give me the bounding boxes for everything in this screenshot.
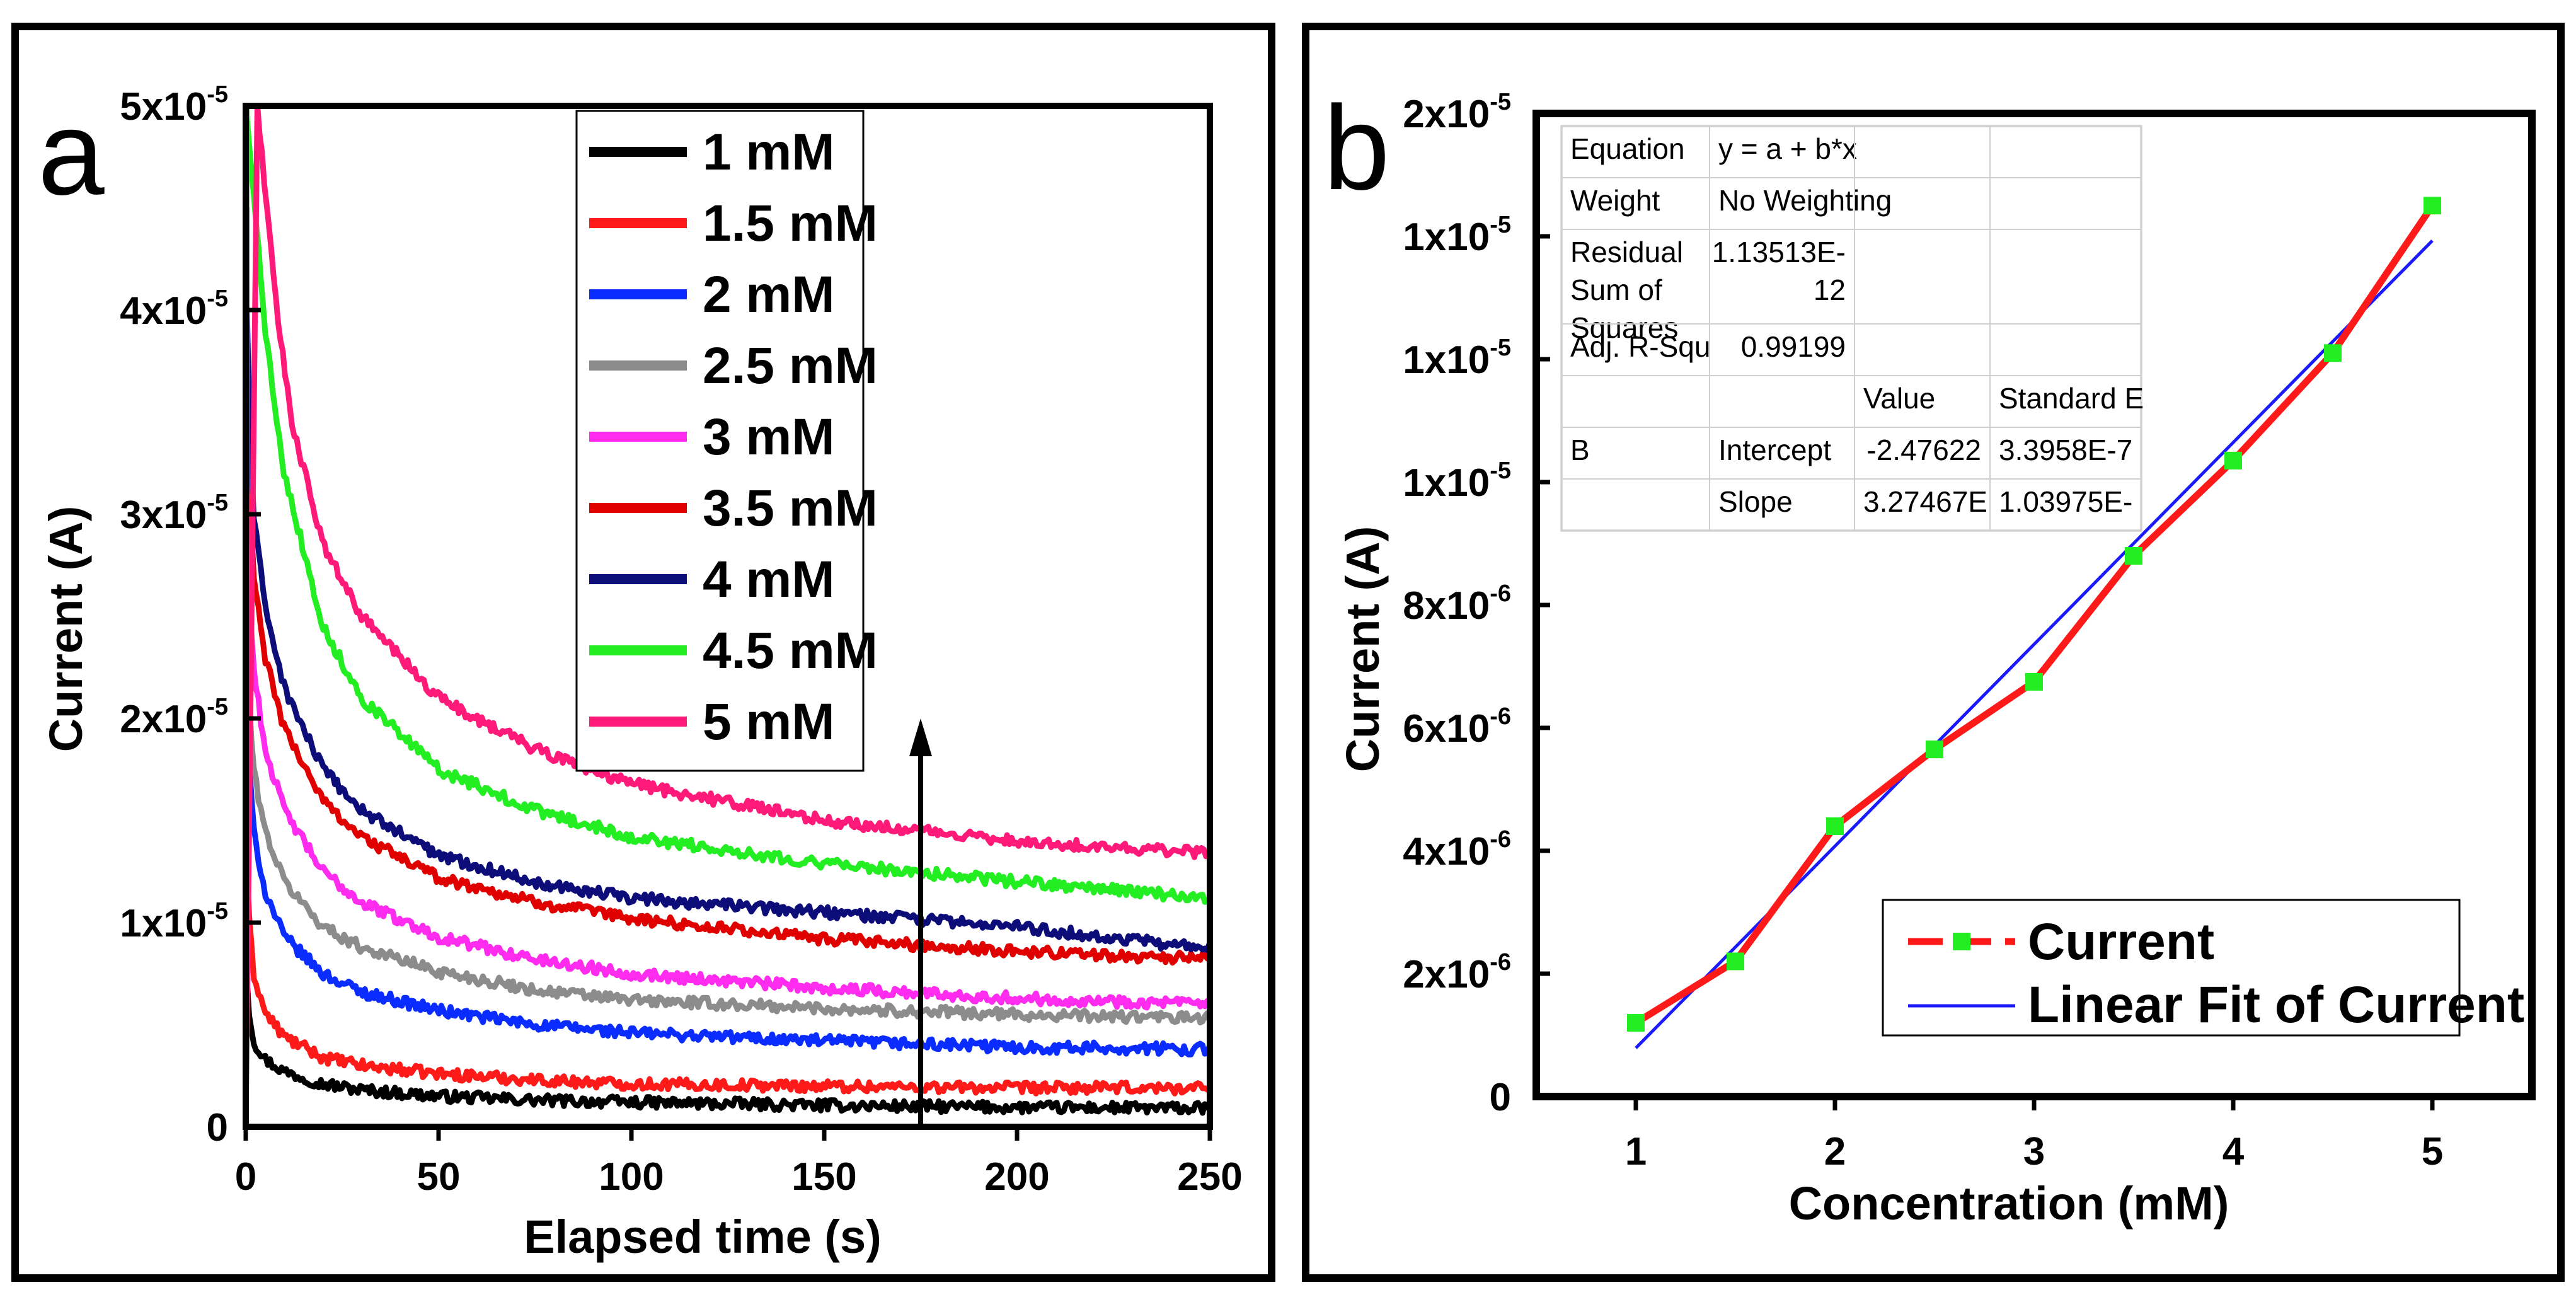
legend-label: 5 mM	[703, 693, 835, 751]
current-point	[2224, 451, 2242, 470]
series-line-5-mm	[246, 106, 1210, 1127]
y-tick-label: 1x10-5	[1403, 212, 1511, 259]
y-tick-label: 1x10-5	[1403, 335, 1511, 382]
current-point	[1926, 740, 1943, 759]
series-line-1-5-mm	[246, 803, 1210, 1127]
series-line-1-mm	[246, 940, 1210, 1127]
y-tick-label: 4x10-5	[120, 285, 228, 333]
series-line-3-mm	[246, 429, 1210, 1127]
x-tick-label: 50	[417, 1155, 461, 1199]
fit-table-text: Adj. R-Squ	[1570, 330, 1710, 363]
series-line-2-5-mm	[246, 582, 1210, 1127]
y-tick-label: 2x10-6	[1403, 949, 1511, 996]
current-point	[2125, 547, 2142, 565]
panel-a: a 0 1x10-5 2x10-5 3x10-5 4x10-5 5x10-5 0 50 100 1…	[11, 23, 1275, 1282]
series-line-2-mm	[246, 633, 1210, 1127]
current-point	[2025, 672, 2043, 691]
fit-table-text: B	[1570, 434, 1590, 466]
fit-table-text: Weight	[1570, 184, 1660, 217]
fit-table-text: -2.47622	[1866, 434, 1981, 466]
y-tick-label: 8x10-6	[1403, 580, 1511, 628]
x-tick-label: 1	[1625, 1130, 1647, 1173]
x-tick-label: 4	[2222, 1130, 2245, 1173]
fit-table-text: Squares	[1570, 311, 1678, 344]
current-point	[2324, 344, 2342, 362]
fit-table-text: Standard E	[1999, 382, 2144, 415]
x-axis-title: Elapsed time (s)	[524, 1211, 882, 1263]
y-tick-label: 2x10-5	[1403, 89, 1511, 136]
y-tick-label: 6x10-6	[1403, 703, 1511, 751]
y-tick-label: 0	[207, 1106, 228, 1149]
y-tick-label: 0	[1490, 1076, 1511, 1119]
current-point	[1727, 952, 1744, 971]
x-axis-title: Concentration (mM)	[1789, 1177, 2229, 1230]
panel-label-a: a	[38, 86, 105, 220]
series-group-a	[246, 106, 1210, 1127]
series-line-4-mm	[246, 205, 1210, 1127]
panel-b: b 0 2x10-6 4x10-6 6x10-6 8x10-6 1x10-5 1x10-5 1…	[1302, 23, 2565, 1282]
legend-label: 3 mM	[703, 408, 835, 466]
fit-table-text: Value	[1863, 382, 1935, 415]
x-tick-label: 3	[2023, 1130, 2045, 1173]
current-point	[1826, 817, 1844, 835]
x-tick-label: 200	[984, 1155, 1049, 1199]
fit-table-text: 3.3958E-7	[1999, 434, 2132, 466]
legend-label: 4.5 mM	[703, 622, 878, 679]
y-axis-title: Current (A)	[40, 506, 92, 752]
fit-table-cell	[1989, 478, 2142, 531]
fit-table-text: 1.03975E-	[1999, 485, 2132, 518]
plot-frame-a	[243, 103, 1213, 1130]
x-tick-label: 5	[2422, 1130, 2443, 1173]
x-tick-label: 0	[235, 1155, 256, 1199]
series-line-3-5-mm	[246, 327, 1210, 1127]
y-tick-label: 1x10-5	[1403, 458, 1511, 505]
current-point	[2424, 197, 2441, 215]
panel-label-b: b	[1323, 81, 1390, 215]
legend-label: 1 mM	[703, 124, 835, 181]
y-axis-title: Current (A)	[1337, 526, 1389, 773]
series-line-4-5-mm	[246, 106, 1210, 1127]
fit-table-text: Intercept	[1718, 434, 1831, 466]
legend-marker-current	[1953, 933, 1970, 950]
y-tick-label: 5x10-5	[120, 81, 228, 129]
fit-table-text: 12	[1814, 274, 1846, 306]
fit-table-text: 0.99199	[1741, 330, 1846, 363]
fit-table-text: 3.27467E	[1863, 485, 1987, 518]
chart-a: 0 1x10-5 2x10-5 3x10-5 4x10-5 5x10-5 0 50 100 150…	[40, 81, 1243, 1263]
fit-table: Equation y = a + b*x Weight No Weighting Res…	[1560, 125, 2144, 532]
fit-table-text: 1.13513E-	[1712, 236, 1846, 268]
legend-box-b	[1882, 899, 2461, 1037]
fit-table-text: No Weighting	[1718, 184, 1892, 217]
x-tick-label: 2	[1824, 1130, 1846, 1173]
fit-table-text: Slope	[1718, 485, 1793, 518]
x-tick-label: 100	[599, 1155, 664, 1199]
y-tick-label: 1x10-5	[120, 898, 228, 945]
y-tick-label: 3x10-5	[120, 490, 228, 537]
legend-label: 2.5 mM	[703, 337, 878, 395]
arrow-head	[909, 718, 932, 756]
fit-table-text: Residual	[1570, 236, 1683, 268]
legend-label-fit: Linear Fit of Current	[2028, 976, 2524, 1034]
legend-label: 3.5 mM	[703, 480, 878, 537]
x-tick-label: 150	[791, 1155, 856, 1199]
fit-table-text: Equation	[1570, 132, 1685, 165]
chart-b: 0 2x10-6 4x10-6 6x10-6 8x10-6 1x10-5 1x10-5 1x1…	[1337, 89, 2536, 1230]
y-tick-label: 4x10-6	[1403, 826, 1511, 873]
x-tick-label: 250	[1177, 1155, 1242, 1199]
legend-label: 2 mM	[703, 266, 835, 323]
legend-label: 4 mM	[703, 551, 835, 608]
fit-table-text: y = a + b*x	[1718, 132, 1857, 165]
legend-label-current: Current	[2028, 913, 2214, 971]
legend-label: 1.5 mM	[703, 195, 878, 252]
y-tick-label: 2x10-5	[120, 694, 228, 741]
current-point	[1627, 1014, 1645, 1032]
fit-table-text: Sum of	[1570, 274, 1662, 306]
